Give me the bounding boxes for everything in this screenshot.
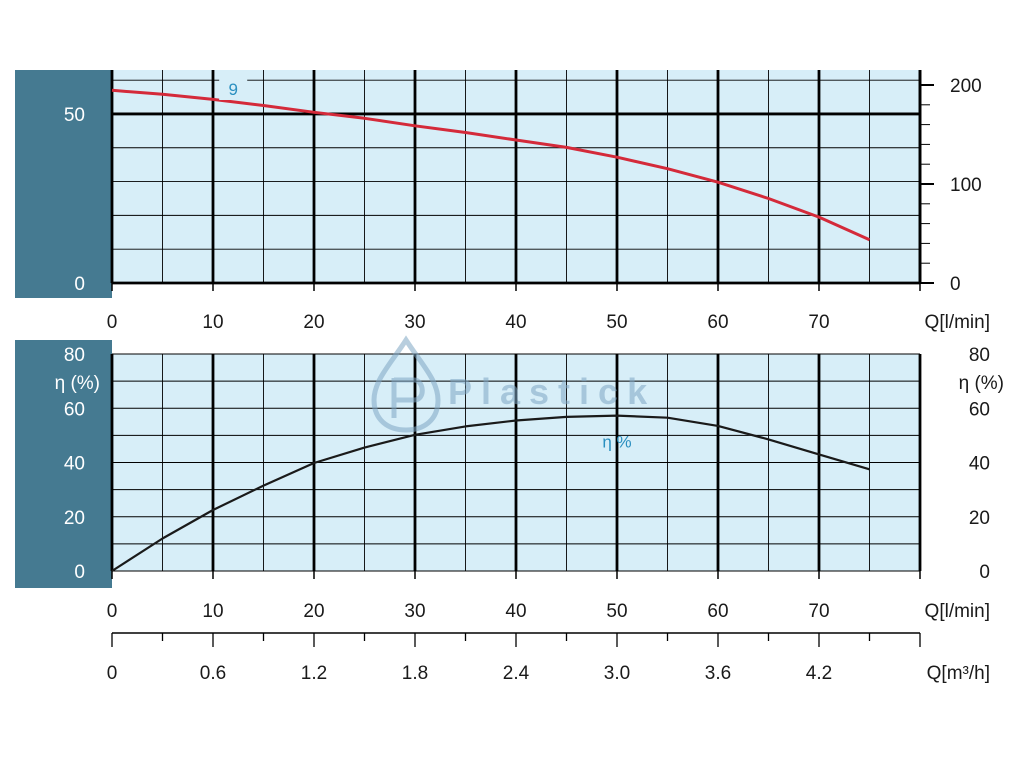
top-right-tick-label: 100 xyxy=(950,175,982,196)
bottom-x-tick-label: 10 xyxy=(202,601,223,622)
watermark: Plastick xyxy=(371,335,656,433)
bottom-chart: 0 10 20 30 40 50 60 70 Q[l/min] 0 20 40 60 80 η (%) 0 20… xyxy=(15,340,1004,684)
secondary-x-tick-label: 3.6 xyxy=(705,663,731,684)
top-chart: 0 10 20 30 40 50 60 70 Q[l/min] 0 50 0 100 200 9 xyxy=(15,70,990,333)
bottom-right-tick-label: 80 xyxy=(969,345,990,366)
secondary-axis: 0 0.6 1.2 1.8 2.4 3.0 3.6 4.2 Q[m³/h] xyxy=(107,632,990,684)
top-x-tick-label: 30 xyxy=(404,312,425,333)
secondary-x-tick-label: 0.6 xyxy=(200,663,226,684)
efficiency-curve-label: η % xyxy=(602,433,631,452)
bottom-right-tick-label: 40 xyxy=(969,454,990,475)
secondary-x-tick-label: 4.2 xyxy=(806,663,832,684)
top-x-axis-title: Q[l/min] xyxy=(925,312,990,333)
bottom-x-axis-title: Q[l/min] xyxy=(925,601,990,622)
bottom-side-band xyxy=(15,340,112,588)
secondary-x-tick-label: 1.2 xyxy=(301,663,327,684)
bottom-right-tick-label: 20 xyxy=(969,508,990,529)
top-x-tick-label: 40 xyxy=(505,312,526,333)
bottom-left-tick-label: 60 xyxy=(64,399,85,420)
top-side-band xyxy=(15,70,112,298)
secondary-x-tick-label: 1.8 xyxy=(402,663,428,684)
secondary-x-tick-label: 3.0 xyxy=(604,663,630,684)
watermark-text: Plastick xyxy=(448,371,656,412)
top-x-tick-label: 70 xyxy=(808,312,829,333)
bottom-x-tick-label: 50 xyxy=(606,601,627,622)
bottom-x-tick-label: 0 xyxy=(107,601,118,622)
top-left-tick-label: 50 xyxy=(64,105,85,126)
top-right-tick-label: 200 xyxy=(950,76,982,97)
secondary-x-tick-label: 2.4 xyxy=(503,663,530,684)
bottom-right-tick-label: 0 xyxy=(979,562,990,583)
bottom-x-tick-label: 30 xyxy=(404,601,425,622)
top-x-tick-label: 0 xyxy=(107,312,118,333)
bottom-x-tick-label: 20 xyxy=(303,601,324,622)
top-ticks: 0 10 20 30 40 50 60 70 Q[l/min] 0 50 0 100 200 xyxy=(64,76,990,333)
top-x-tick-label: 60 xyxy=(707,312,728,333)
bottom-left-tick-label: 0 xyxy=(74,562,85,583)
bottom-right-tick-label: 60 xyxy=(969,399,990,420)
bottom-left-tick-label: 80 xyxy=(64,345,85,366)
top-left-tick-label: 0 xyxy=(74,274,85,295)
left-y-axis-title: η (%) xyxy=(55,373,100,394)
bottom-grid xyxy=(110,353,922,572)
top-x-tick-label: 20 xyxy=(303,312,324,333)
bottom-x-tick-label: 70 xyxy=(808,601,829,622)
efficiency-curve-line xyxy=(111,414,870,572)
right-y-axis-title: η (%) xyxy=(959,373,1004,394)
secondary-x-tick-label: 0 xyxy=(107,663,118,684)
bottom-series: η % xyxy=(111,414,870,572)
bottom-x-tick-label: 40 xyxy=(505,601,526,622)
head-curve-label: 9 xyxy=(228,80,237,99)
bottom-ticks: 0 10 20 30 40 50 60 70 Q[l/min] 0 20 40 60 80 η (%) 0 20… xyxy=(55,345,1004,622)
bottom-left-tick-label: 40 xyxy=(64,454,85,475)
bottom-x-tick-label: 60 xyxy=(707,601,728,622)
top-right-axis xyxy=(918,70,934,284)
top-x-tick-label: 50 xyxy=(606,312,627,333)
secondary-x-axis-title: Q[m³/h] xyxy=(927,663,990,684)
bottom-left-tick-label: 20 xyxy=(64,508,85,529)
water-drop-logo-icon xyxy=(371,335,441,433)
top-x-tick-label: 10 xyxy=(202,312,223,333)
series-label-backdrop xyxy=(219,78,248,100)
top-series: 9 xyxy=(111,78,871,242)
top-right-tick-label: 0 xyxy=(950,274,961,295)
head-curve-line xyxy=(111,88,871,242)
